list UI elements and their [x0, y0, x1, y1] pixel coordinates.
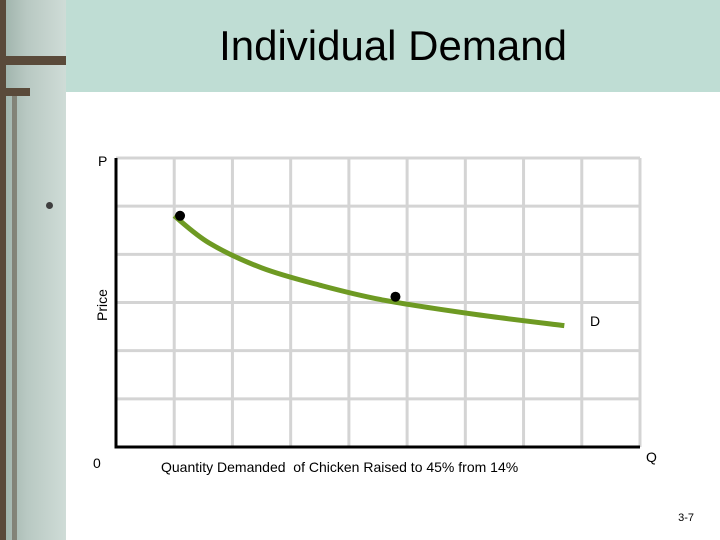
series-label-d: D	[590, 313, 600, 329]
x-axis-label: Quantity Demanded of Chicken Raised to 4…	[161, 459, 518, 475]
curves	[172, 213, 565, 329]
origin-label: 0	[93, 455, 101, 471]
x-axis-letter: Q	[646, 449, 657, 465]
y-axis-label: Price	[94, 289, 110, 321]
data-point	[390, 291, 401, 302]
y-axis-letter: P	[98, 153, 107, 169]
decorative-photo-strip	[0, 0, 66, 540]
title-bar	[66, 0, 720, 92]
slide-title: Individual Demand	[219, 22, 567, 69]
demand-curve	[172, 213, 565, 329]
grid-lines	[116, 156, 642, 447]
axes	[114, 158, 640, 449]
data-point	[175, 210, 186, 221]
page-number: 3-7	[678, 512, 694, 524]
labels: P Price 0 Quantity Demanded of Chicken R…	[93, 153, 657, 475]
points	[175, 210, 401, 302]
